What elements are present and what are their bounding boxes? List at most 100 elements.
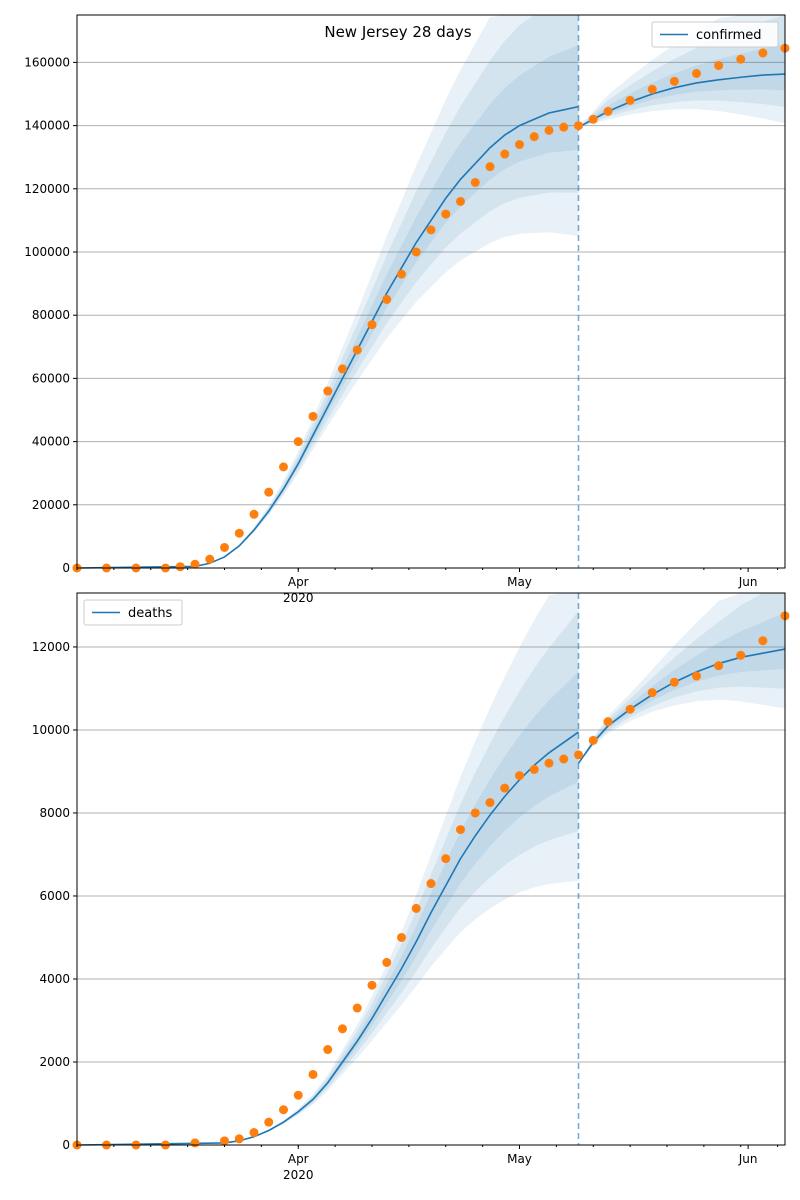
observed-point [758,48,768,58]
observed-point [411,903,421,913]
legend-box [651,21,779,48]
observed-point [485,798,495,808]
model-uncertainty-band [77,15,579,568]
observed-point [544,125,554,135]
observed-point [574,121,583,131]
observed-point [736,54,746,64]
y-tick-label: 0 [62,1138,70,1152]
observed-point [456,196,465,206]
observed-point [382,957,392,967]
deaths-panel: 0 2000 4000 6000 8000 10000 12000 Apr 2020 May Jun… [32,592,790,1182]
observed-point [588,114,598,124]
observed-point [603,106,613,116]
observed-point [190,1138,200,1148]
observed-point [426,879,436,889]
model-line [76,105,579,569]
observed-point [220,542,229,552]
observed-point [249,1128,259,1138]
y-tick-label: 80000 [32,308,70,322]
observed-point [500,149,510,159]
y-tick-label: 20000 [32,498,70,512]
chart-title: New Jersey 28 days [324,23,471,41]
x-tick-label: Jun [738,575,758,589]
x-tick-label: Apr [288,1152,309,1166]
observed-point [692,671,701,681]
model-uncertainty-band [77,15,579,568]
observed-point [397,932,406,942]
observed-point [559,754,569,764]
observed-point [382,294,392,304]
observed-point [411,247,421,257]
observed-point [352,345,362,355]
observed-point [338,1024,347,1034]
observed-point [625,95,635,105]
observed-point [367,320,377,330]
forecast-uncertainty-band [578,612,785,764]
observed-point [574,750,583,760]
observed-point [470,177,480,187]
observed-point [500,783,510,793]
axes-frame [76,14,786,569]
observed-point [338,364,347,374]
observed-point [625,704,635,714]
observed-point [426,225,436,235]
observed-point [515,771,524,781]
observed-point [175,562,185,572]
y-tick-label: 6000 [39,889,70,903]
observed-point [293,1090,303,1100]
y-tick-label: 0 [62,561,70,575]
y-tick-label: 60000 [32,371,70,385]
model-uncertainty-band [77,45,579,569]
y-tick-label: 40000 [32,435,70,449]
observed-point [470,808,480,818]
observed-point [352,1003,362,1013]
axes-frame [76,592,786,1146]
y-tick-label: 160000 [24,55,70,69]
observed-point [220,1136,229,1146]
observed-point [714,61,724,71]
x-tick-label: Apr [288,575,309,589]
observed-point [544,758,554,768]
observed-point [308,1069,318,1079]
observed-point [515,140,524,150]
observed-point [234,528,244,538]
y-tick-label: 12000 [32,640,70,654]
observed-point [441,209,451,219]
legend-label: confirmed [696,28,762,43]
observed-point [367,980,377,990]
observed-point [249,509,259,519]
forecast-line [578,73,786,128]
observed-point [190,559,200,569]
observed-point [234,1134,244,1144]
y-tick-label: 120000 [24,182,70,196]
observed-point [714,661,724,671]
observed-point [529,764,539,774]
y-tick-label: 4000 [39,972,70,986]
observed-point [264,487,274,497]
observed-point [323,386,333,396]
observed-point [279,462,288,472]
y-tick-label: 10000 [32,723,70,737]
observed-point [485,162,495,172]
y-tick-label: 8000 [39,806,70,820]
observed-point [397,269,406,279]
observed-point [692,68,701,78]
model-line [76,731,579,1146]
model-uncertainty-band [77,593,579,1145]
legend-label: deaths [128,606,173,621]
observed-point [603,717,613,727]
observed-point [279,1105,288,1115]
observed-point [205,554,215,564]
observed-point [323,1045,333,1055]
observed-point [736,650,746,660]
x-tick-label: May [507,575,532,589]
x-tick-label: Jun [738,1152,758,1166]
y-tick-label: 140000 [24,119,70,133]
confirmed-panel: 0 20000 40000 60000 80000 100000 120000 140000 1… [24,14,790,605]
y-tick-label: 100000 [24,245,70,259]
x-tick-label: May [507,1152,532,1166]
observed-point [529,132,539,142]
model-uncertainty-band [77,610,579,1145]
observed-point [647,688,657,698]
